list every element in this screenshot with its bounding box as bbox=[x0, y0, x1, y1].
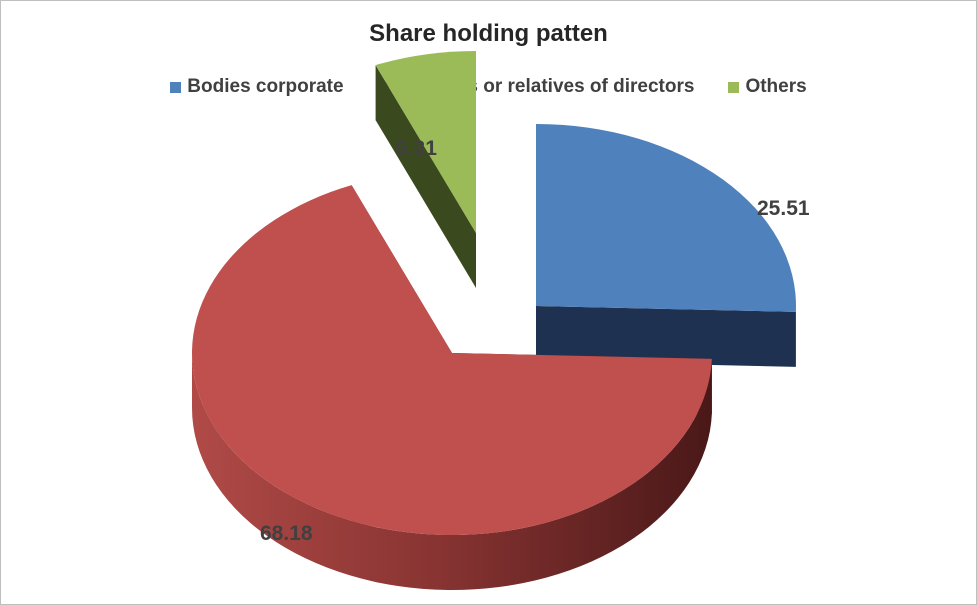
pie-slice-side-others bbox=[375, 65, 476, 288]
pie-slice-directors bbox=[191, 185, 712, 536]
pie-slice-others bbox=[375, 51, 476, 233]
legend-label-bodies-corporate: Bodies corporate bbox=[187, 76, 344, 97]
pie-slice-wall-others-0 bbox=[375, 65, 476, 288]
legend-swatch-others bbox=[728, 81, 740, 93]
pie-slice-side-bodies-corporate bbox=[536, 306, 796, 367]
legend-swatch-bodies-corporate bbox=[170, 81, 182, 93]
pie-slice-bodies-corporate bbox=[536, 124, 796, 312]
legend-label-others: Others bbox=[745, 76, 807, 97]
chart-title: Share holding patten bbox=[369, 20, 608, 47]
data-label-directors: 68.18 bbox=[260, 522, 313, 545]
pie-slice-rim-directors-0 bbox=[192, 353, 712, 590]
legend-item-bodies-corporate: Bodies corporate bbox=[170, 76, 344, 98]
pie-slice-wall-bodies-corporate-1 bbox=[536, 306, 796, 367]
data-label-bodies-corporate: 25.51 bbox=[757, 197, 810, 220]
legend-item-others: Others bbox=[728, 76, 807, 98]
data-label-others: 6.31 bbox=[396, 137, 437, 160]
